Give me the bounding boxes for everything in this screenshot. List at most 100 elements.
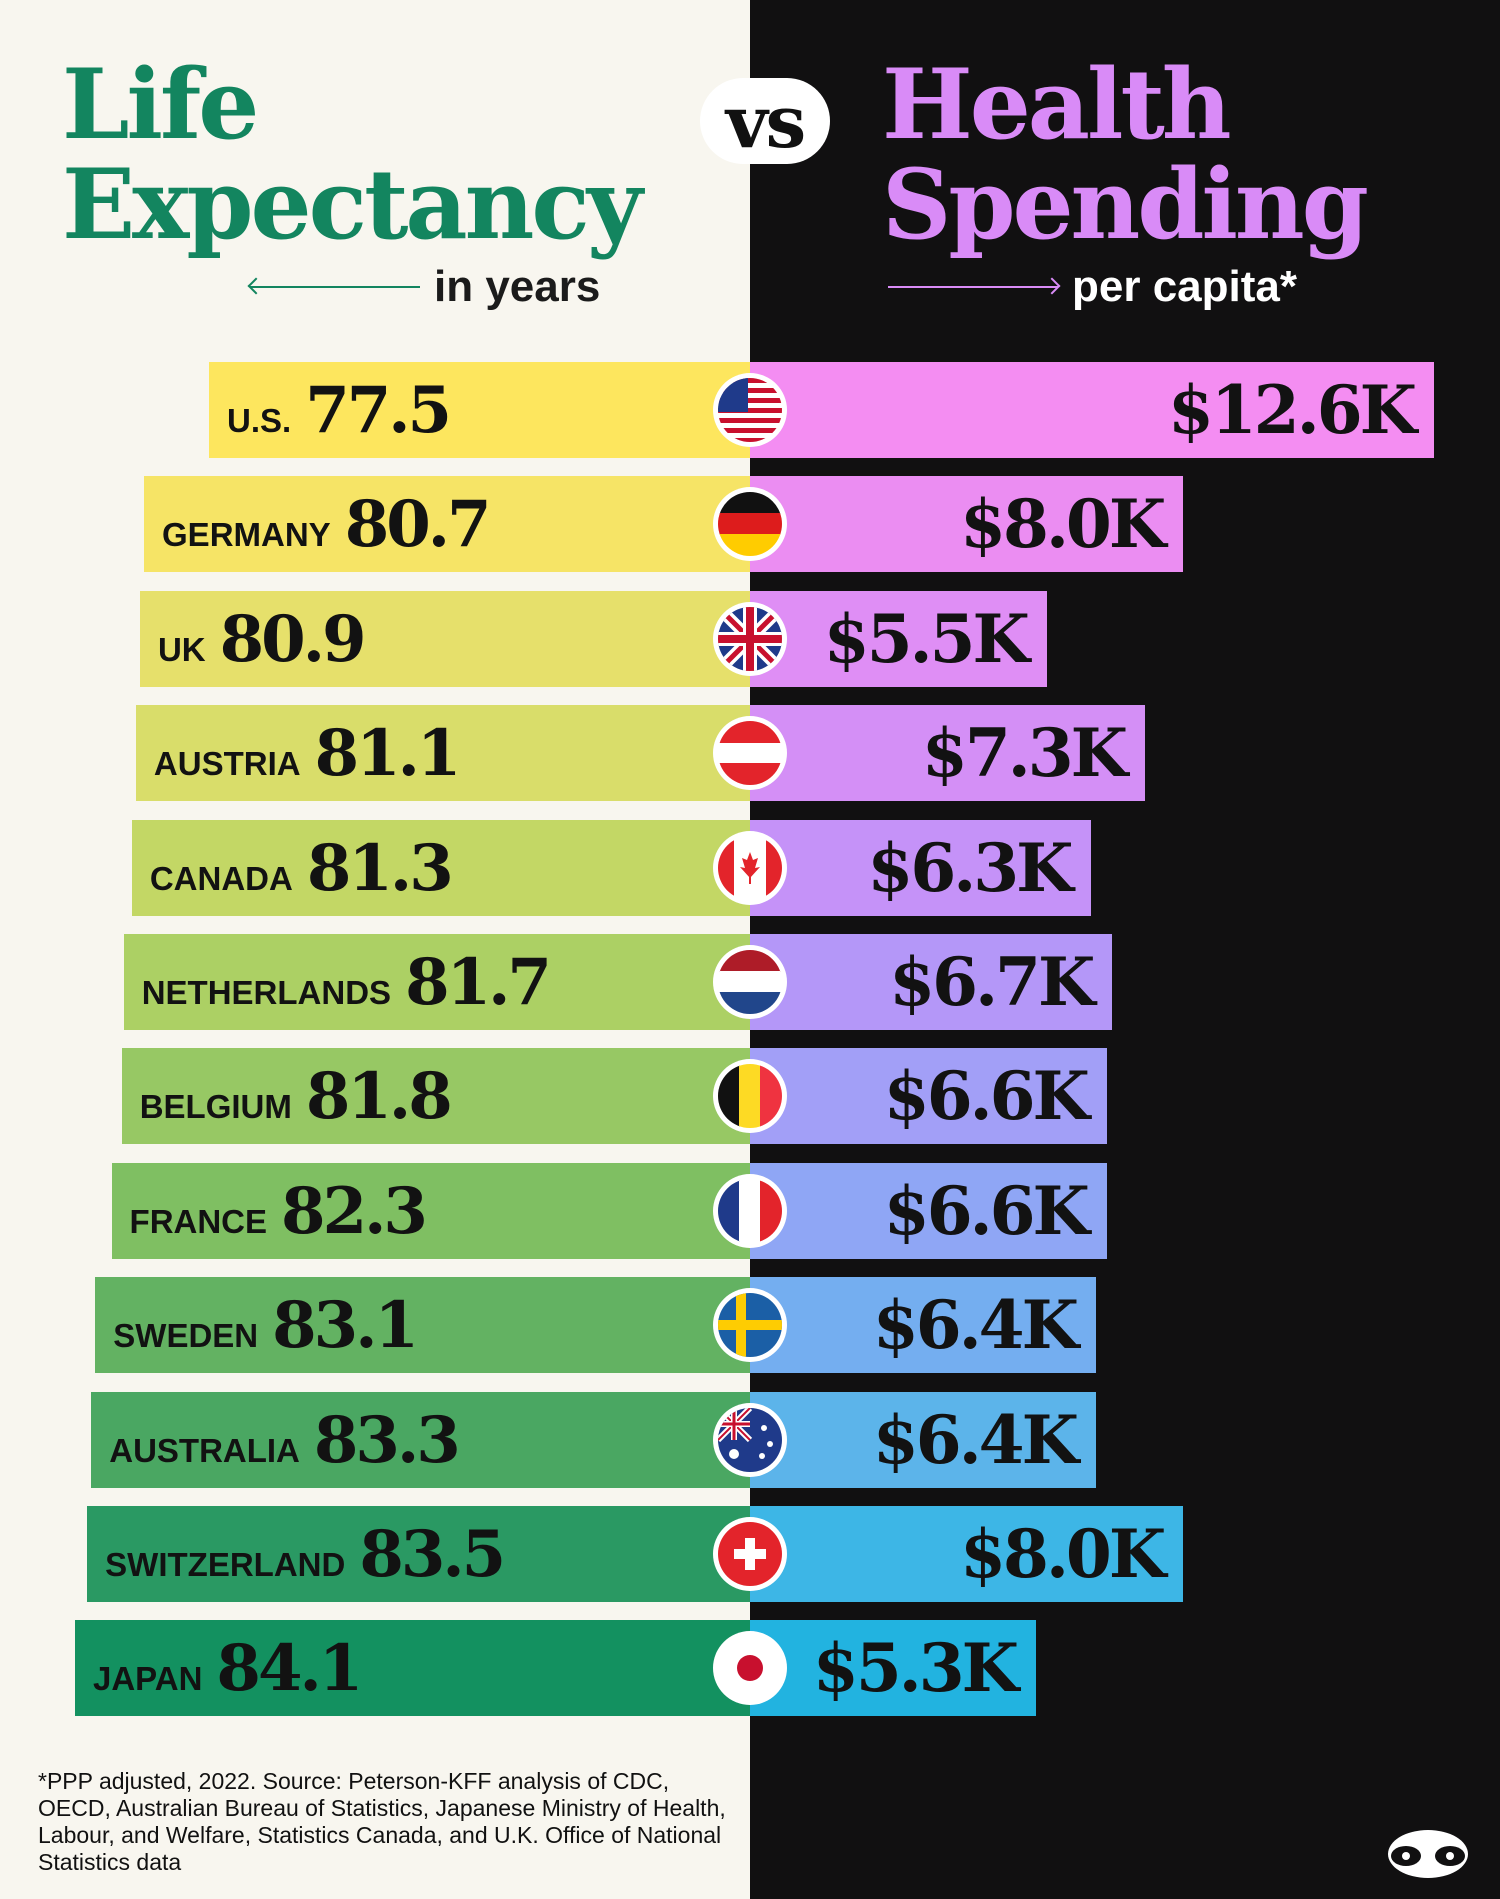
life-expectancy-value: 83.1 (272, 1288, 419, 1364)
health-spending-bar: $6.4K (750, 1277, 1096, 1374)
health-title-line2: Spending (882, 148, 1369, 261)
life-expectancy-value: 80.9 (219, 601, 367, 677)
life-label-group: U.S. 77.5 (227, 373, 452, 448)
life-label-group: NETHERLANDS 81.7 (141, 945, 552, 1020)
health-spending-bar: $12.6K (750, 362, 1434, 458)
life-label-group: SWEDEN 83.1 (113, 1288, 419, 1364)
us-flag-icon (713, 373, 787, 447)
life-expectancy-bar: AUSTRALIA 83.3 (91, 1391, 750, 1488)
health-spending-value: $5.5K (823, 599, 1030, 678)
germany-flag-icon (713, 487, 787, 562)
life-expectancy-value: 82.3 (281, 1173, 428, 1249)
life-expectancy-value: 84.1 (216, 1631, 363, 1707)
country-label: SWITZERLAND (105, 1546, 346, 1583)
life-expectancy-bar: SWITZERLAND 83.5 (87, 1506, 750, 1602)
source-footnote: *PPP adjusted, 2022. Source: Peterson-KF… (38, 1768, 726, 1875)
life-expectancy-value: 83.5 (359, 1517, 506, 1592)
country-label: CANADA (149, 859, 293, 897)
life-expectancy-value: 81.3 (306, 830, 454, 906)
health-spending-bar: $6.6K (750, 1162, 1107, 1259)
health-spending-bar: $6.3K (750, 819, 1091, 916)
health-spending-value: $6.4K (872, 1286, 1079, 1365)
health-spending-value: $12.6K (1167, 371, 1417, 449)
australia-flag-icon (713, 1402, 787, 1477)
life-expectancy-value: 81.1 (314, 716, 462, 792)
health-title-line1: Health (882, 48, 1232, 161)
life-expectancy-bar: SWEDEN 83.1 (95, 1277, 750, 1374)
life-label-group: JAPAN 84.1 (93, 1631, 363, 1707)
country-label: BELGIUM (139, 1088, 292, 1126)
life-expectancy-value: 81.8 (305, 1059, 453, 1135)
country-label: FRANCE (129, 1202, 268, 1240)
life-expectancy-bar: AUSTRIA 81.1 (135, 705, 750, 802)
health-spending-value: $6.4K (872, 1400, 1079, 1479)
health-spending-bar: $6.4K (750, 1391, 1096, 1488)
health-spending-value: $7.3K (921, 714, 1128, 793)
left-arrow-icon (250, 286, 420, 288)
austria-flag-icon (713, 716, 787, 791)
switzerland-flag-icon (713, 1517, 787, 1591)
country-label: U.S. (227, 402, 292, 439)
life-expectancy-bar: CANADA 81.3 (131, 819, 750, 916)
country-label: AUSTRIA (153, 745, 301, 783)
health-spending-bar: $8.0K (750, 1506, 1184, 1602)
life-label-group: GERMANY 80.7 (162, 487, 492, 563)
health-subtitle-text: per capita* (1072, 262, 1297, 311)
uk-flag-icon (713, 601, 787, 676)
france-flag-icon (713, 1173, 787, 1248)
health-spending-value: $6.6K (883, 1057, 1090, 1136)
life-label-group: FRANCE 82.3 (129, 1173, 428, 1249)
vs-badge: vs (700, 78, 830, 164)
life-expectancy-bar: FRANCE 82.3 (111, 1162, 750, 1259)
right-arrow-icon (888, 286, 1058, 288)
canada-flag-icon (713, 830, 787, 905)
japan-flag-icon (713, 1631, 787, 1706)
health-spending-value: $5.3K (812, 1629, 1019, 1708)
health-spending-value: $8.0K (960, 485, 1166, 564)
life-label-group: AUSTRIA 81.1 (153, 716, 462, 792)
life-title-line2: Expectancy (62, 148, 643, 261)
health-spending-value: $6.3K (867, 828, 1073, 907)
health-spending-bar: $6.6K (750, 1048, 1107, 1145)
health-spending-value: $8.0K (960, 1515, 1166, 1593)
country-label: UK (157, 630, 206, 668)
country-label: SWEDEN (113, 1317, 259, 1355)
life-label-group: BELGIUM 81.8 (139, 1059, 453, 1135)
health-spending-bar: $7.3K (750, 705, 1146, 802)
sweden-flag-icon (713, 1288, 787, 1363)
life-expectancy-bar: U.S. 77.5 (209, 362, 750, 458)
life-subtitle: in years (250, 262, 600, 312)
country-label: NETHERLANDS (141, 974, 392, 1011)
health-spending-bar: $6.7K (750, 934, 1113, 1030)
life-subtitle-text: in years (434, 262, 601, 311)
life-expectancy-value: 77.5 (305, 373, 452, 448)
health-spending-value: $6.6K (883, 1171, 1090, 1250)
health-spending-bar: $8.0K (750, 476, 1184, 573)
country-label: JAPAN (93, 1660, 203, 1698)
life-expectancy-bar: GERMANY 80.7 (144, 476, 750, 573)
belgium-flag-icon (713, 1059, 787, 1134)
life-label-group: SWITZERLAND 83.5 (105, 1517, 506, 1592)
brand-logo-icon (1388, 1830, 1468, 1878)
health-subtitle: per capita* (888, 262, 1297, 312)
life-expectancy-value: 81.7 (405, 945, 552, 1020)
life-expectancy-bar: JAPAN 84.1 (75, 1620, 750, 1717)
life-title-line1: Life (62, 48, 259, 161)
health-spending-bar: $5.5K (750, 590, 1047, 687)
health-spending-bar: $5.3K (750, 1620, 1036, 1717)
life-expectancy-bar: UK 80.9 (139, 590, 750, 687)
life-label-group: AUSTRALIA 83.3 (109, 1402, 461, 1478)
life-expectancy-title: Life Expectancy (62, 55, 643, 255)
netherlands-flag-icon (713, 945, 787, 1019)
country-label: AUSTRALIA (109, 1431, 300, 1469)
health-spending-title: Health Spending (882, 55, 1369, 255)
life-expectancy-bar: NETHERLANDS 81.7 (123, 934, 750, 1030)
health-spending-value: $6.7K (889, 943, 1095, 1021)
life-label-group: UK 80.9 (157, 601, 367, 677)
life-expectancy-value: 83.3 (313, 1402, 461, 1478)
life-expectancy-value: 80.7 (344, 487, 492, 563)
life-label-group: CANADA 81.3 (149, 830, 454, 906)
country-label: GERMANY (162, 516, 331, 554)
life-expectancy-bar: BELGIUM 81.8 (121, 1048, 750, 1145)
